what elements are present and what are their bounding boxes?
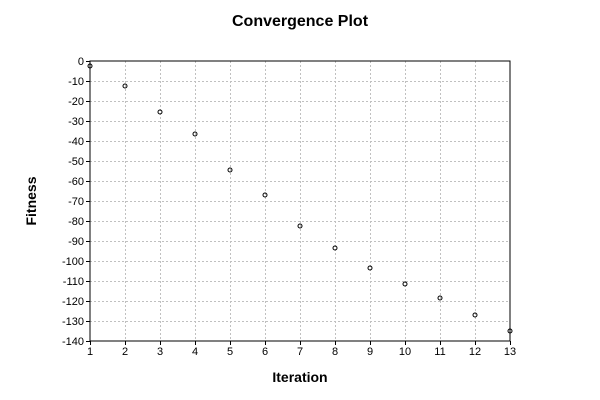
- data-point: [87, 63, 93, 69]
- y-tick-label: -110: [63, 276, 84, 288]
- chart-title: Convergence Plot: [231, 13, 369, 30]
- grid-lines: [90, 61, 510, 341]
- data-point: [332, 245, 338, 251]
- x-axis-label: Iteration: [272, 369, 328, 385]
- x-tick-label: 10: [399, 346, 411, 358]
- data-point: [437, 295, 443, 301]
- data-point: [297, 223, 303, 229]
- x-tick-label: 7: [297, 346, 303, 358]
- y-tick-label: -60: [68, 176, 84, 188]
- data-point: [122, 83, 128, 89]
- x-tick-label: 6: [262, 346, 268, 358]
- data-point: [227, 167, 233, 173]
- x-tick-label: 12: [469, 346, 481, 358]
- x-tick-label: 4: [192, 346, 198, 358]
- x-tick-label: 5: [227, 346, 233, 358]
- y-tick-label: -20: [68, 96, 84, 108]
- y-tick-label: -80: [68, 216, 84, 228]
- x-tick-label: 8: [332, 346, 338, 358]
- data-point: [507, 328, 513, 334]
- y-tick-label: -30: [68, 116, 84, 128]
- data-point: [262, 192, 268, 198]
- x-tick-label: 2: [122, 346, 128, 358]
- data-points: [87, 63, 513, 334]
- x-axis-ticks: 1 2 3 4 5 6 7 8 9 10 11 12 13: [87, 341, 516, 358]
- data-point: [157, 109, 163, 115]
- y-tick-label: -90: [68, 236, 84, 248]
- y-tick-label: -100: [62, 256, 84, 268]
- y-axis-ticks: 0 -10 -20 -30 -40 -50 -60 -70 -80 -90 -100 -110 -120…: [62, 56, 90, 348]
- x-tick-label: 3: [157, 346, 163, 358]
- x-tick-label: 11: [434, 346, 445, 358]
- y-tick-label: -70: [68, 196, 84, 208]
- y-tick-label: 0: [78, 56, 84, 68]
- y-tick-label: -10: [68, 76, 84, 88]
- data-point: [192, 131, 198, 137]
- x-tick-label: 13: [504, 346, 516, 358]
- y-tick-label: -120: [62, 296, 84, 308]
- y-tick-label: -40: [68, 136, 84, 148]
- y-tick-label: -50: [68, 156, 84, 168]
- x-tick-label: 1: [87, 346, 93, 358]
- y-tick-label: -130: [62, 316, 84, 328]
- x-tick-label: 9: [367, 346, 373, 358]
- data-point: [367, 265, 373, 271]
- data-point: [402, 281, 408, 287]
- data-point: [472, 312, 478, 318]
- y-tick-label: -140: [62, 336, 84, 348]
